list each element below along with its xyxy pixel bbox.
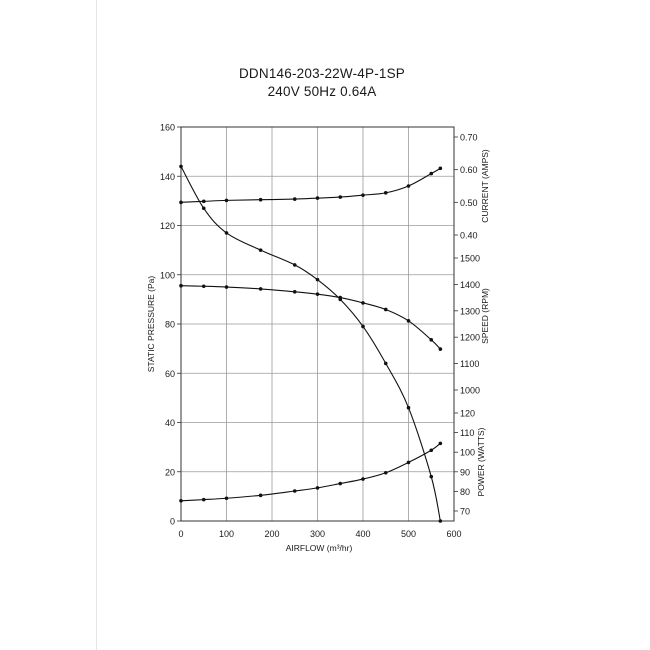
speed-data-point xyxy=(179,283,183,288)
current-data-point xyxy=(361,193,365,197)
speed-tick-label: 1400 xyxy=(460,280,480,290)
pressure-data-point xyxy=(315,277,320,282)
current-data-point xyxy=(383,191,388,195)
y-axis-label: STATIC PRESSURE (Pa) xyxy=(146,276,156,373)
current-tick-label: 0.50 xyxy=(460,198,478,208)
power-curve xyxy=(180,442,441,502)
pressure-data-point xyxy=(406,405,411,410)
power-data-point xyxy=(383,470,388,475)
current-data-point xyxy=(224,198,229,203)
current-axis-label: CURRENT (AMPS) xyxy=(480,149,490,223)
y-tick-label: 0 xyxy=(170,517,175,527)
current-tick-label: 0.40 xyxy=(460,231,478,241)
pressure-data-point xyxy=(201,206,206,211)
speed-tick-label: 1300 xyxy=(460,306,480,316)
power-data-point xyxy=(224,496,229,501)
speed-curve xyxy=(180,285,441,350)
speed-data-point xyxy=(438,347,443,351)
power-data-point xyxy=(361,477,365,481)
current-data-point xyxy=(406,184,411,188)
pressure-data-point xyxy=(292,263,297,267)
speed-data-point xyxy=(383,307,388,312)
y-tick-label: 100 xyxy=(160,270,175,280)
x-tick-label: 600 xyxy=(446,529,461,539)
power-tick-label: 100 xyxy=(460,448,475,458)
speed-data-point xyxy=(429,338,434,342)
current-curve xyxy=(180,167,441,203)
y-tick-label: 60 xyxy=(165,369,175,379)
power-tick-label: 110 xyxy=(460,428,474,438)
current-data-point xyxy=(292,197,297,201)
chart-title: DDN146-203-22W-4P-1SP xyxy=(238,66,406,81)
pressure-data-point xyxy=(383,361,388,366)
power-data-point xyxy=(406,460,411,465)
speed-data-point xyxy=(406,319,411,323)
speed-data-point xyxy=(224,285,229,289)
speed-axis-label: SPEED (RPM) xyxy=(480,288,490,344)
power-data-point xyxy=(258,493,263,498)
power-data-point xyxy=(292,489,297,493)
speed-tick-label: 1200 xyxy=(460,333,480,343)
page-edge-line xyxy=(96,0,97,650)
power-tick-label: 120 xyxy=(460,409,475,419)
chart-subtitle: 240V 50Hz 0.64A xyxy=(267,84,377,99)
power-data-point xyxy=(338,481,343,486)
power-data-point xyxy=(179,499,183,503)
speed-data-point xyxy=(315,292,320,296)
current-data-point xyxy=(429,171,434,176)
pressure-data-point xyxy=(438,519,443,523)
speed-data-point xyxy=(361,301,365,305)
power-data-point xyxy=(429,448,434,453)
pressure-data-point xyxy=(429,474,434,479)
speed-tick-label: 1500 xyxy=(460,254,480,264)
current-data-point xyxy=(438,166,443,171)
x-axis-label: AIRFLOW (m³/hr) xyxy=(286,543,353,553)
speed-tick-label: 1000 xyxy=(460,386,480,396)
power-axis-label: POWER (WATTS) xyxy=(476,427,486,496)
speed-data-point xyxy=(338,295,343,300)
pressure-data-point xyxy=(361,324,365,329)
speed-data-point xyxy=(201,284,206,289)
speed-tick-label: 1100 xyxy=(460,359,479,369)
y-tick-label: 20 xyxy=(165,467,175,477)
x-tick-label: 100 xyxy=(219,529,234,539)
y-tick-label: 140 xyxy=(160,172,175,182)
speed-data-point xyxy=(292,289,297,294)
speed-data-point xyxy=(258,287,263,291)
pressure-data-point xyxy=(224,231,229,235)
y-tick-label: 160 xyxy=(160,123,175,133)
x-tick-label: 0 xyxy=(178,529,183,539)
power-tick-label: 80 xyxy=(460,487,470,497)
current-data-point xyxy=(338,195,343,199)
x-tick-label: 200 xyxy=(264,529,279,539)
pressure-data-point xyxy=(258,248,263,252)
pressure-curve xyxy=(180,166,441,522)
current-data-point xyxy=(315,196,320,200)
x-tick-label: 300 xyxy=(310,529,325,539)
power-data-point xyxy=(438,441,443,446)
x-tick-label: 400 xyxy=(355,529,370,539)
current-tick-label: 0.70 xyxy=(460,133,478,143)
pressure-data-point xyxy=(179,164,183,169)
power-data-point xyxy=(315,486,320,490)
current-data-point xyxy=(201,199,206,204)
x-tick-label: 500 xyxy=(401,529,416,539)
y-tick-label: 40 xyxy=(165,418,175,428)
current-data-point xyxy=(258,197,263,202)
current-tick-label: 0.60 xyxy=(460,165,478,175)
y-tick-label: 80 xyxy=(165,320,175,330)
current-data-point xyxy=(179,200,183,205)
power-tick-label: 70 xyxy=(460,507,470,517)
power-data-point xyxy=(201,497,206,502)
y-tick-label: 120 xyxy=(160,221,175,231)
power-tick-label: 90 xyxy=(460,467,470,477)
